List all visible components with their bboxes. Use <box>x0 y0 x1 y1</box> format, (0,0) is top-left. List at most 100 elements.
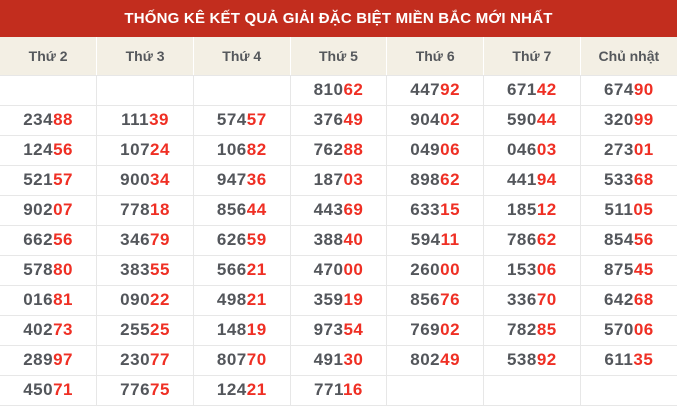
table-row: 66256 34679 62659 38840 59411 78662 85456 <box>0 224 677 256</box>
digit-suffix: 21 <box>246 260 267 279</box>
digit-suffix: 06 <box>536 260 557 279</box>
digit-suffix: 54 <box>343 320 364 339</box>
result-cell: 57006 <box>579 314 677 346</box>
digit-suffix: 39 <box>149 110 170 129</box>
digit-prefix: 320 <box>603 110 634 129</box>
result-cell: 28997 <box>0 344 98 376</box>
page-title: THỐNG KÊ KẾT QUẢ GIẢI ĐẶC BIỆT MIỀN BẮC … <box>0 0 677 37</box>
digit-prefix: 273 <box>603 140 634 159</box>
column-header: Chủ nhật <box>580 37 677 76</box>
digit-prefix: 111 <box>121 110 150 129</box>
digit-prefix: 566 <box>216 260 247 279</box>
result-cell: 23077 <box>96 344 194 376</box>
digit-prefix: 973 <box>313 320 344 339</box>
digit-suffix: 15 <box>440 200 461 219</box>
digit-suffix: 71 <box>53 380 73 399</box>
digit-prefix: 402 <box>23 320 54 339</box>
table-row: 45071 77675 12421 77116 <box>0 374 677 406</box>
result-cell: 77818 <box>96 194 194 226</box>
digit-prefix: 234 <box>23 110 54 129</box>
result-cell: 78285 <box>483 314 581 346</box>
result-cell: 33670 <box>483 284 581 316</box>
digit-suffix: 55 <box>150 260 170 279</box>
digit-suffix: 06 <box>440 140 461 159</box>
result-cell: 18512 <box>483 194 581 226</box>
result-cell: 38840 <box>289 224 388 256</box>
result-cell: 85644 <box>192 194 291 226</box>
digit-suffix: 97 <box>53 350 73 369</box>
digit-prefix: 574 <box>216 110 247 129</box>
result-cell: 18703 <box>289 164 388 196</box>
result-cell: 45071 <box>0 374 98 406</box>
digit-prefix: 511 <box>604 200 634 219</box>
digit-prefix: 470 <box>313 260 344 279</box>
result-cell: 80770 <box>192 344 291 376</box>
empty-cell <box>483 374 581 406</box>
digit-prefix: 769 <box>410 320 441 339</box>
digit-prefix: 578 <box>23 260 54 279</box>
digit-prefix: 875 <box>603 260 634 279</box>
digit-prefix: 856 <box>410 290 441 309</box>
digit-suffix: 88 <box>53 110 73 129</box>
result-cell: 12421 <box>192 374 291 406</box>
result-cell: 37649 <box>289 104 388 136</box>
digit-suffix: 99 <box>633 110 654 129</box>
digit-suffix: 57 <box>53 170 73 189</box>
digit-suffix: 35 <box>633 350 654 369</box>
result-cell: 67490 <box>579 75 677 106</box>
digit-suffix: 85 <box>536 320 557 339</box>
digit-prefix: 260 <box>410 260 441 279</box>
digit-prefix: 187 <box>313 170 344 189</box>
digit-suffix: 16 <box>342 380 363 399</box>
digit-suffix: 56 <box>633 230 654 249</box>
digit-suffix: 03 <box>343 170 364 189</box>
digit-prefix: 090 <box>120 290 151 309</box>
result-cell: 87545 <box>579 254 677 286</box>
result-cell: 53892 <box>483 344 581 376</box>
digit-suffix: 88 <box>343 140 364 159</box>
result-cell: 44369 <box>289 194 388 226</box>
result-cell: 76902 <box>386 314 485 346</box>
result-cell: 90207 <box>0 194 98 226</box>
digit-prefix: 185 <box>506 200 537 219</box>
digit-prefix: 776 <box>120 380 151 399</box>
result-cell: 10682 <box>192 134 291 166</box>
digit-suffix: 62 <box>343 80 364 99</box>
result-cell: 27301 <box>579 134 677 166</box>
result-cell: 23488 <box>0 104 98 136</box>
result-cell: 49821 <box>192 284 291 316</box>
digit-prefix: 904 <box>410 110 441 129</box>
digit-prefix: 124 <box>23 140 54 159</box>
digit-suffix: 03 <box>536 140 557 159</box>
digit-prefix: 153 <box>506 260 537 279</box>
result-cell: 64268 <box>579 284 677 316</box>
digit-prefix: 947 <box>216 170 247 189</box>
result-cell: 59044 <box>483 104 581 136</box>
table-row: 40273 25525 14819 97354 76902 78285 57006 <box>0 314 677 346</box>
column-header: Thứ 4 <box>193 37 291 76</box>
results-table: Thứ 2 Thứ 3 Thứ 4 Thứ 5 Thứ 6 Thứ 7 Chủ nhật 8… <box>0 37 677 406</box>
digit-suffix: 11 <box>440 230 460 249</box>
digit-suffix: 44 <box>246 200 267 219</box>
result-cell: 40273 <box>0 314 98 346</box>
digit-prefix: 778 <box>120 200 151 219</box>
digit-prefix: 633 <box>410 200 441 219</box>
table-header-row: Thứ 2 Thứ 3 Thứ 4 Thứ 5 Thứ 6 Thứ 7 Chủ nhật <box>0 37 677 76</box>
result-cell: 59411 <box>386 224 485 256</box>
digit-prefix: 854 <box>603 230 634 249</box>
digit-prefix: 230 <box>120 350 151 369</box>
digit-suffix: 94 <box>536 170 557 189</box>
digit-suffix: 56 <box>53 230 73 249</box>
digit-prefix: 900 <box>120 170 151 189</box>
table-row: 12456 10724 10682 76288 04906 04603 27301 <box>0 134 677 166</box>
digit-prefix: 674 <box>603 80 634 99</box>
result-cell: 51105 <box>579 194 677 226</box>
result-cell: 44194 <box>483 164 581 196</box>
digit-suffix: 36 <box>246 170 267 189</box>
table-row: 81062 44792 67142 67490 <box>0 75 677 106</box>
result-cell: 67142 <box>483 75 581 106</box>
result-cell: 77116 <box>289 374 388 406</box>
result-cell: 38355 <box>96 254 194 286</box>
digit-prefix: 016 <box>23 290 54 309</box>
result-cell: 52157 <box>0 164 98 196</box>
